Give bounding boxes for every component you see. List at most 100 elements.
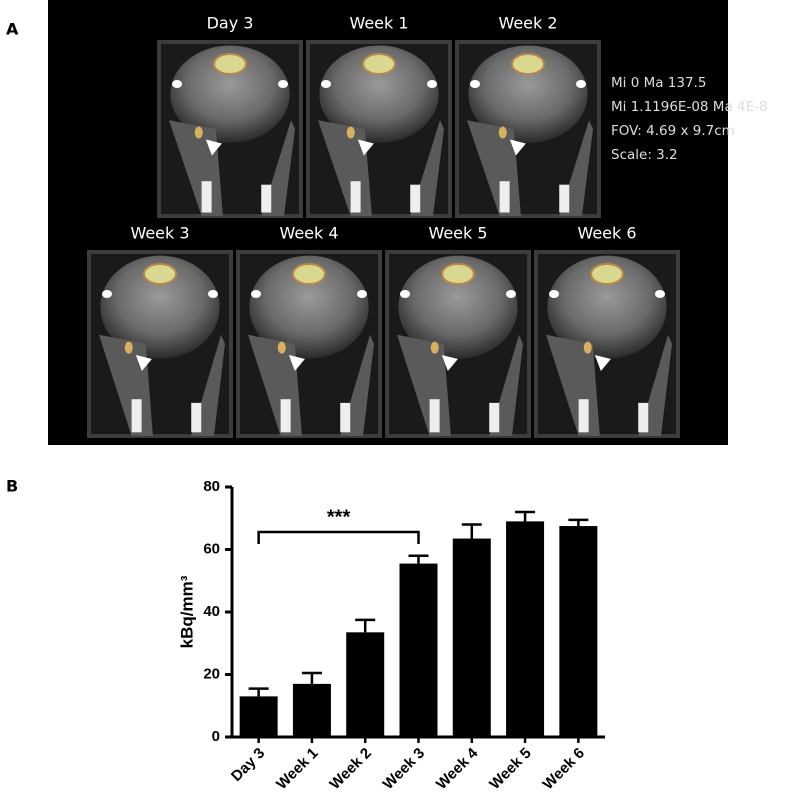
pelvis [170,45,290,143]
legs [318,120,444,216]
bar [506,521,545,737]
bladder [590,263,624,285]
bone [261,184,272,213]
y-tick-label: 80 [203,478,220,495]
info-text: Mi 0 Ma 137.5 [611,75,706,91]
pelvis [468,45,588,143]
x-tick-label: Week 2 [326,745,374,793]
image-label: Week 5 [428,224,487,243]
lesion [277,341,286,354]
bladder [292,263,326,285]
y-tick-label: 60 [203,540,220,557]
image-label: Week 3 [130,224,189,243]
image-label: Week 6 [577,224,636,243]
pelvis [547,255,667,359]
bone [506,290,516,298]
lesion [430,341,439,354]
bone [559,184,570,213]
bladder [441,263,475,285]
bone [321,80,331,88]
x-tick-label: Week 5 [486,745,534,793]
bone [429,399,440,433]
bone [172,80,182,88]
pelvis [100,255,220,359]
bone [489,402,500,433]
bar [239,696,278,737]
pelvis [398,255,518,359]
bone [578,399,589,433]
legs [99,334,225,436]
arrowhead [135,355,152,372]
pelvis [249,255,369,359]
bone [499,181,510,213]
arrowhead [288,355,305,372]
bone [350,181,361,213]
legs [546,334,672,436]
bone [278,80,288,88]
bone [400,290,410,298]
bone [340,402,351,433]
arrowhead [205,139,222,156]
y-tick-label: 40 [203,603,220,620]
bone [131,399,142,433]
bone [638,402,649,433]
arrowhead [509,139,526,156]
bone [427,80,437,88]
arrowhead [594,355,611,372]
lesion [194,126,203,139]
bar [452,538,491,737]
arrowhead [441,355,458,372]
info-text: Mi 1.1196E-08 Ma 4E-8 [611,99,768,115]
image-label: Week 1 [349,14,408,33]
legs [169,120,295,216]
image-label: Day 3 [207,14,254,33]
lesion [346,126,355,139]
bone [280,399,291,433]
significance-bracket [257,530,420,544]
bone [102,290,112,298]
bar [559,526,598,737]
image-grid: Day 3 Week 1 Week 2 Week 3 Week 4 Week 5 Week … [87,14,768,438]
x-tick-label: Week 3 [380,745,428,793]
lesion [498,126,507,139]
info-text: Scale: 3.2 [611,147,678,163]
x-tick-label: Week 4 [433,744,482,793]
bar [292,683,331,737]
bone [208,290,218,298]
info-text: FOV: 4.69 x 9.7cm [611,123,735,139]
x-tick-label: Week 6 [540,745,588,793]
lesion [124,341,133,354]
bar [346,632,385,737]
bone [655,290,665,298]
bar [399,563,438,737]
bone [576,80,586,88]
x-tick-label: Week 1 [273,745,321,793]
bone [470,80,480,88]
x-tick-label: Day 3 [228,745,268,785]
bladder [511,53,545,75]
panel-label: A [6,20,19,39]
significance-label: *** [327,506,351,528]
legs [248,334,374,436]
bladder [362,53,396,75]
image-label: Week 4 [279,224,338,243]
image-label: Week 2 [498,14,557,33]
lesion [583,341,592,354]
bone [251,290,261,298]
arrowhead [357,139,374,156]
y-tick-label: 20 [203,665,220,682]
legs [467,120,593,216]
bone [410,184,421,213]
bladder [213,53,247,75]
pelvis [319,45,439,143]
legs [397,334,523,436]
bone [357,290,367,298]
bar-chart: kBq/mm³ 0 20 40 60 80 Day 3 Week 1 Week 2 Week 3… [177,478,605,793]
bladder [143,263,177,285]
y-tick-label: 0 [212,728,220,745]
bone [201,181,212,213]
y-axis-label: kBq/mm³ [177,575,196,648]
bone [191,402,202,433]
